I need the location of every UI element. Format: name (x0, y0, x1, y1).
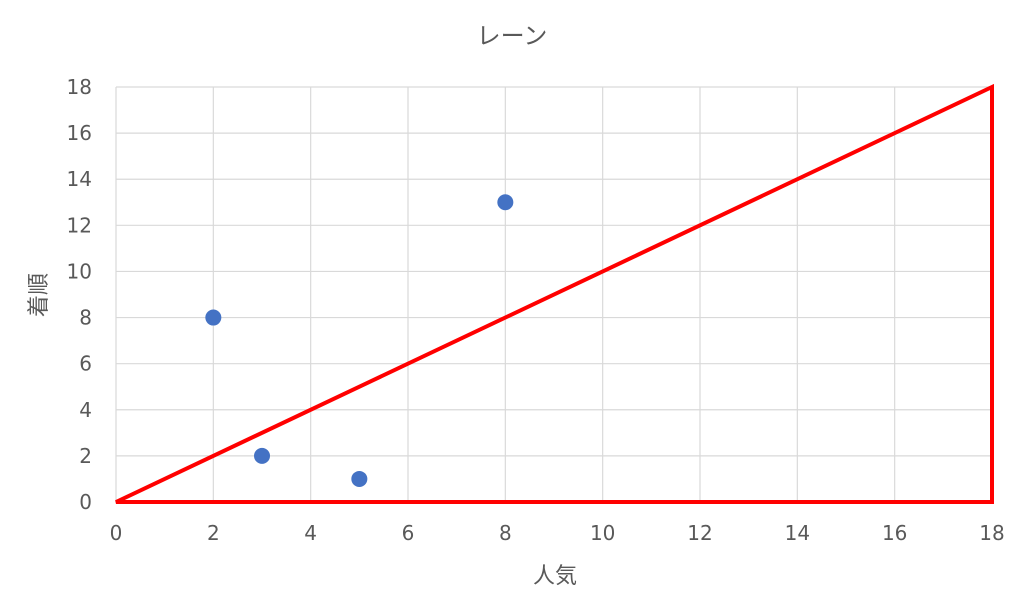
x-tick-label: 8 (499, 521, 512, 545)
data-point (205, 309, 222, 326)
x-tick-label: 18 (979, 521, 1004, 545)
x-tick-label: 6 (402, 521, 415, 545)
data-point (497, 194, 514, 211)
x-tick-label: 16 (882, 521, 907, 545)
y-tick-label: 6 (79, 352, 92, 376)
y-tick-label: 14 (67, 167, 92, 191)
x-tick-label: 10 (590, 521, 615, 545)
x-tick-label: 2 (207, 521, 220, 545)
x-tick-labels: 0 2 4 6 8 10 12 14 16 18 (110, 521, 1005, 545)
x-tick-label: 0 (110, 521, 123, 545)
x-tick-label: 12 (687, 521, 712, 545)
y-tick-label: 12 (67, 213, 92, 237)
x-tick-label: 14 (785, 521, 810, 545)
y-tick-label: 18 (67, 75, 92, 99)
red-triangle-annotation (115, 83, 994, 504)
y-tick-label: 2 (79, 444, 92, 468)
x-tick-label: 4 (304, 521, 317, 545)
y-axis-title: 着順 (27, 273, 52, 317)
y-tick-label: 4 (79, 398, 92, 422)
y-tick-label: 8 (79, 306, 92, 330)
data-point (351, 470, 368, 487)
y-tick-labels: 0 2 4 6 8 10 12 14 16 18 (67, 75, 92, 514)
data-points (205, 194, 514, 487)
data-point (254, 447, 270, 464)
chart-title: レーン (477, 22, 548, 50)
y-tick-label: 16 (67, 121, 92, 145)
x-axis-title: 人気 (533, 564, 577, 589)
y-tick-label: 0 (79, 490, 92, 514)
annotation-layer (115, 83, 994, 504)
y-tick-label: 10 (67, 259, 92, 283)
